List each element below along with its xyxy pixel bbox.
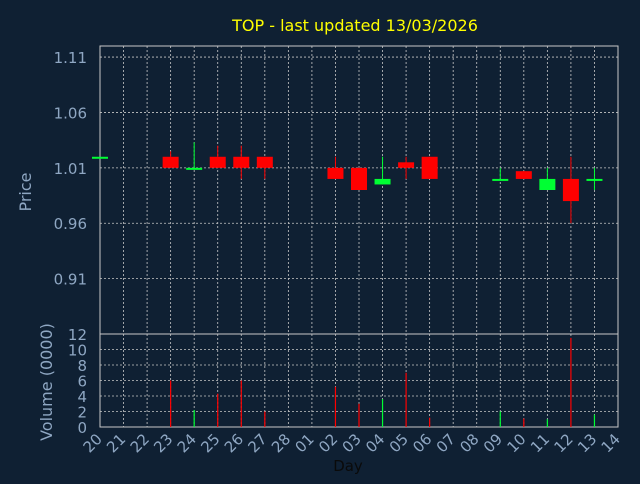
x-tick-label: 11 [527,430,553,456]
x-tick-label: 09 [480,430,506,456]
candle-body [186,167,203,170]
x-tick-label: 27 [244,430,270,456]
candle-body [92,156,108,159]
candle-body [539,178,556,190]
candle-body [209,156,226,168]
grid [99,45,619,428]
volume-tick-label: 6 [77,373,87,391]
tick-labels: 0.910.961.011.061.1102468101220212223242… [54,49,624,456]
candle-body [492,178,509,181]
volume-tick-label: 2 [77,404,87,422]
x-tick-label: 05 [386,430,412,456]
volume-tick-label: 4 [77,388,87,406]
candle-body [515,171,532,179]
volume-series [170,337,596,427]
volume-tick-label: 0 [77,419,87,437]
x-tick-label: 14 [598,430,624,456]
x-tick-label: 07 [433,430,459,456]
x-axis-label: Day [333,457,363,475]
candle-body [233,156,250,168]
candle-body [421,156,438,179]
price-axis-label: Price [16,172,35,211]
x-tick-label: 02 [315,430,341,456]
x-tick-label: 21 [103,430,129,456]
volume-tick-label: 8 [77,357,87,375]
x-tick-label: 25 [197,430,223,456]
x-tick-label: 01 [292,430,318,456]
price-tick-label: 1.06 [54,104,87,122]
candle-body [256,156,273,168]
candle-body [351,167,367,190]
candle-body [327,167,344,179]
x-tick-label: 13 [574,430,600,456]
price-series [92,142,603,224]
price-tick-label: 0.91 [54,271,87,289]
x-tick-label: 03 [339,430,365,456]
x-tick-label: 06 [409,430,435,456]
x-tick-label: 22 [127,430,153,456]
x-tick-label: 08 [456,430,482,456]
candle-body [398,162,415,168]
candle-body [562,178,579,202]
volume-tick-label: 12 [68,326,87,344]
x-tick-label: 28 [268,430,294,456]
x-tick-label: 10 [503,430,529,456]
candle-body [162,156,179,168]
x-tick-label: 12 [551,430,577,456]
x-tick-label: 04 [362,430,388,456]
chart-title: TOP - last updated 13/03/2026 [231,16,478,35]
volume-axis-label: Volume (0000) [37,323,56,441]
price-tick-label: 1.01 [54,160,87,178]
x-tick-label: 23 [150,430,176,456]
volume-tick-label: 10 [68,342,87,360]
candle-body [374,178,391,185]
x-tick-label: 24 [174,430,200,456]
x-tick-label: 26 [221,430,247,456]
price-tick-label: 0.96 [54,215,87,233]
candle-body [586,178,603,181]
price-tick-label: 1.11 [54,49,87,67]
